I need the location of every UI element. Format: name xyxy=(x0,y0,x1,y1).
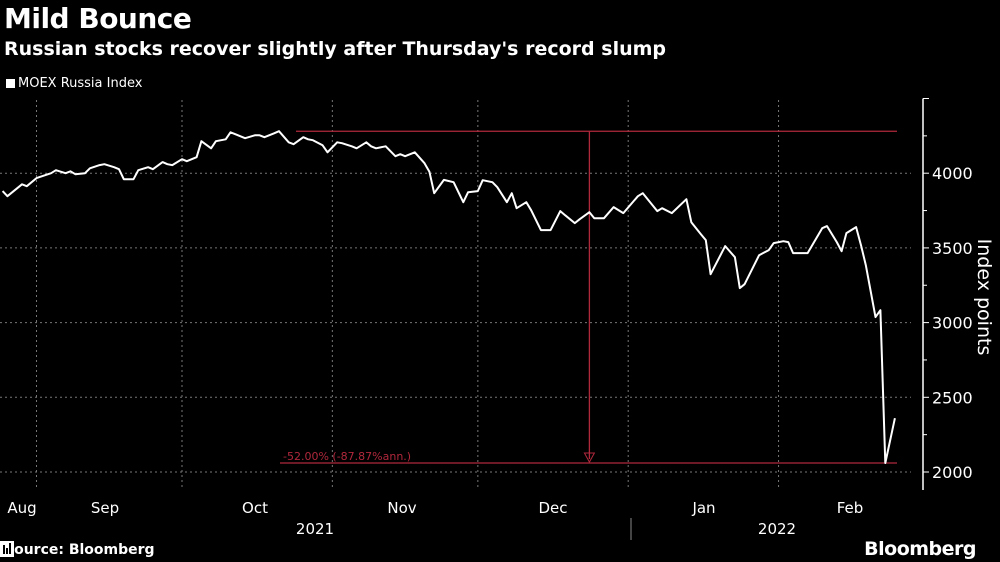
arrow-head-icon xyxy=(583,452,596,464)
legend-swatch xyxy=(6,79,15,88)
y-tick-label: 3000 xyxy=(932,314,973,333)
year-label: 2021 xyxy=(296,520,334,538)
series-line xyxy=(1,130,896,464)
source-note: Source: Bloomberg xyxy=(4,542,155,558)
chart-subtitle: Russian stocks recover slightly after Th… xyxy=(4,38,667,60)
legend-label: MOEX Russia Index xyxy=(18,76,143,91)
annotation: -52.00% (-87.87%ann.) xyxy=(280,130,897,464)
grid xyxy=(0,100,911,490)
y-tick-label: 3500 xyxy=(932,239,973,258)
x-tick-label: Dec xyxy=(538,499,567,517)
x-tick-label: Oct xyxy=(242,499,268,517)
bloomberg-logo: Bloomberg xyxy=(864,538,976,560)
axes: 2000 2500 3000 3500 4000 Index points Aug Sep Oc… xyxy=(7,98,995,540)
legend: MOEX Russia Index xyxy=(6,76,142,91)
bloomberg-logo-icon xyxy=(0,541,14,557)
x-tick-label: Feb xyxy=(837,499,864,517)
y-tick-label: 4000 xyxy=(932,164,973,183)
y-axis-label: Index points xyxy=(973,239,995,356)
x-tick-label: Jan xyxy=(691,499,715,517)
series xyxy=(1,130,896,464)
year-label: 2022 xyxy=(758,520,796,538)
y-tick-label: 2500 xyxy=(932,388,973,407)
x-tick-label: Nov xyxy=(387,499,416,517)
x-tick-label: Aug xyxy=(7,499,36,517)
chart-title: Mild Bounce xyxy=(4,2,192,35)
y-tick-label: 2000 xyxy=(932,463,973,482)
annotation-label: -52.00% (-87.87%ann.) xyxy=(283,450,411,463)
x-tick-label: Sep xyxy=(91,499,119,517)
